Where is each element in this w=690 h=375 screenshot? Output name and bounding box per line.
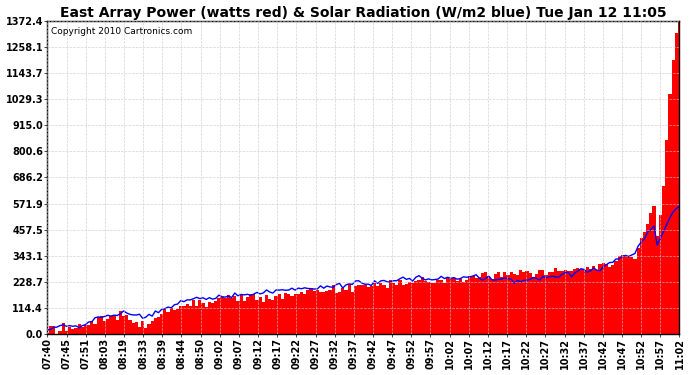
Title: East Array Power (watts red) & Solar Radiation (W/m2 blue) Tue Jan 12 11:05: East Array Power (watts red) & Solar Rad… (60, 6, 667, 20)
Text: Copyright 2010 Cartronics.com: Copyright 2010 Cartronics.com (50, 27, 192, 36)
